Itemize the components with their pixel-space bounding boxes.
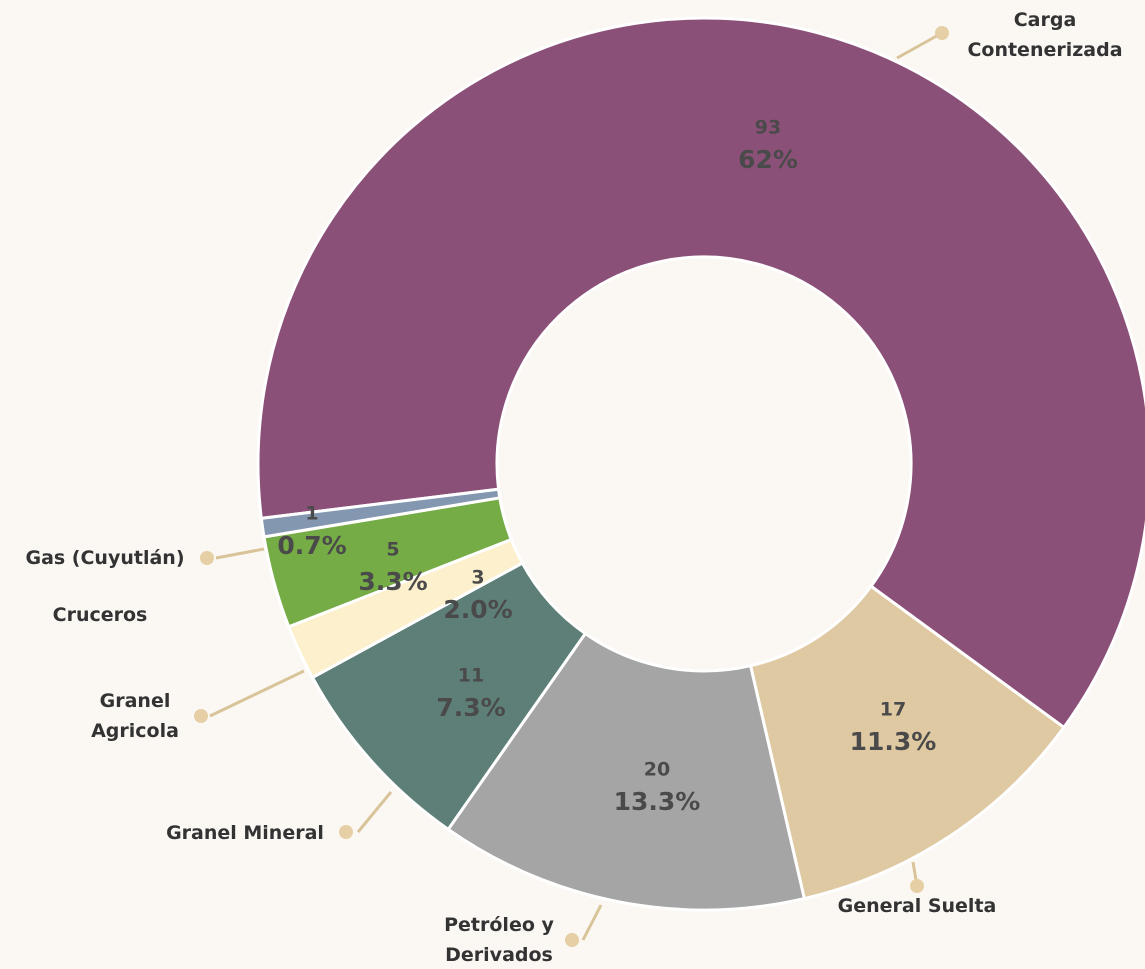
share-label: 13.3% (614, 787, 701, 816)
connector (583, 905, 601, 940)
category-label: Granel Mineral (135, 818, 355, 848)
category-label: Gas (Cuyutlán) (5, 543, 205, 573)
connector-dot (194, 709, 208, 723)
category-label: Cruceros (25, 600, 175, 630)
connector-dot (935, 26, 949, 40)
connector (358, 792, 391, 832)
share-label: 62% (738, 145, 798, 174)
value-label: 20 (644, 759, 670, 781)
category-label: General Suelta (807, 891, 1027, 921)
connector (210, 671, 304, 716)
share-label: 2.0% (443, 595, 512, 624)
value-label: 3 (471, 567, 484, 589)
value-label: 11 (458, 665, 484, 687)
category-label: Petróleo y Derivados (424, 910, 574, 969)
value-label: 5 (386, 539, 399, 561)
slices (258, 18, 1145, 910)
value-label: 1 (305, 503, 318, 525)
category-label: Carga Contenerizada (955, 5, 1135, 65)
value-label: 17 (880, 699, 906, 721)
chart: 93 62% 17 11.3% 20 13.3% 11 7.3% 3 2.0% 5 3.3% 1 0.7%… (0, 0, 1145, 969)
share-label: 0.7% (277, 531, 346, 560)
category-label: Granel Agricola (75, 686, 195, 746)
connector (897, 33, 942, 58)
value-label: 93 (755, 117, 781, 139)
connector (216, 549, 264, 558)
share-label: 3.3% (358, 567, 427, 596)
share-label: 7.3% (436, 693, 505, 722)
share-label: 11.3% (850, 727, 937, 756)
